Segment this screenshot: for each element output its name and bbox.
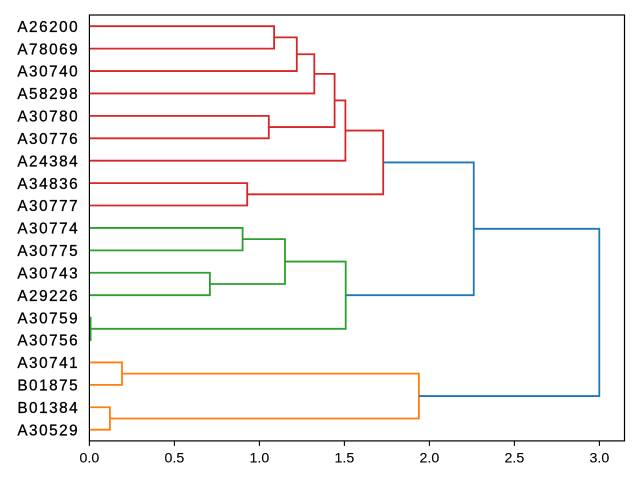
svg-text:3.0: 3.0 xyxy=(590,451,610,467)
svg-text:A30777: A30777 xyxy=(17,198,79,215)
svg-text:A78069: A78069 xyxy=(17,41,79,58)
svg-text:1.0: 1.0 xyxy=(250,451,270,467)
svg-text:A30756: A30756 xyxy=(17,333,79,350)
svg-text:B01384: B01384 xyxy=(17,400,79,417)
svg-text:A58298: A58298 xyxy=(17,86,79,103)
svg-text:A30759: A30759 xyxy=(17,310,79,327)
svg-text:A30775: A30775 xyxy=(17,243,79,260)
svg-text:A30780: A30780 xyxy=(17,109,79,126)
svg-text:A30529: A30529 xyxy=(17,422,79,439)
svg-text:A30776: A30776 xyxy=(17,131,79,148)
svg-text:A30740: A30740 xyxy=(17,64,79,81)
svg-text:A30774: A30774 xyxy=(17,221,79,238)
svg-text:A29226: A29226 xyxy=(17,288,79,305)
svg-text:1.5: 1.5 xyxy=(335,451,355,467)
svg-text:A34836: A34836 xyxy=(17,176,79,193)
svg-text:2.5: 2.5 xyxy=(505,451,525,467)
svg-text:A30743: A30743 xyxy=(17,265,79,282)
svg-text:0.0: 0.0 xyxy=(80,451,100,467)
svg-text:B01875: B01875 xyxy=(17,378,79,395)
svg-text:0.5: 0.5 xyxy=(165,451,185,467)
svg-text:2.0: 2.0 xyxy=(420,451,440,467)
svg-text:A24384: A24384 xyxy=(17,153,79,170)
svg-text:A30741: A30741 xyxy=(17,355,79,372)
svg-text:A26200: A26200 xyxy=(17,19,79,36)
